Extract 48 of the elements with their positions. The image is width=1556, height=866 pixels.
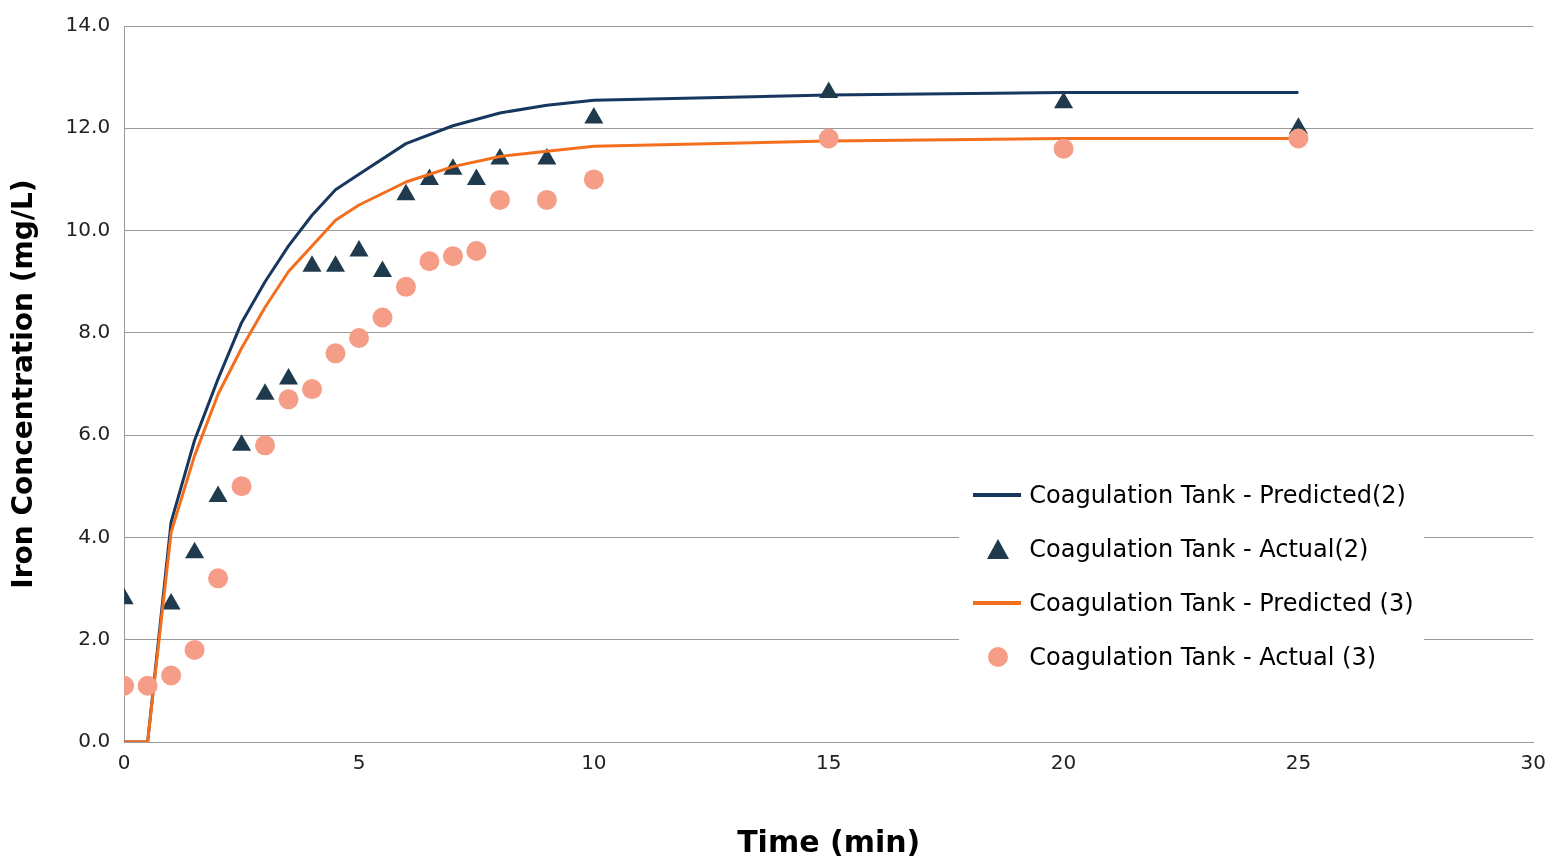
y-tick-label: 4.0 <box>78 523 111 548</box>
y-axis-title: Iron Concentration (mg/L) <box>6 179 40 589</box>
point <box>161 665 182 686</box>
x-tick-label: 10 <box>581 750 607 775</box>
point <box>255 435 276 456</box>
point <box>819 81 839 98</box>
point <box>372 307 393 328</box>
x-tick-label: 30 <box>1520 750 1546 775</box>
point <box>232 434 252 451</box>
y-tick-label: 0.0 <box>78 728 111 753</box>
point <box>536 189 557 210</box>
x-axis-title: Time (min) <box>737 823 921 859</box>
point <box>466 168 486 185</box>
point <box>349 240 369 257</box>
point <box>325 343 346 364</box>
x-tick-label: 25 <box>1285 750 1312 775</box>
point <box>372 260 392 277</box>
point <box>302 255 322 272</box>
y-tick-label: 2.0 <box>78 625 111 650</box>
point <box>1054 91 1074 109</box>
y-tick-label: 8.0 <box>78 319 111 344</box>
legend-label: Coagulation Tank - Predicted(2) <box>1029 481 1406 509</box>
point <box>208 485 228 503</box>
point <box>395 276 416 297</box>
y-tick-label: 14.0 <box>65 12 111 37</box>
legend-label: Coagulation Tank - Actual (3) <box>1029 643 1377 671</box>
point <box>279 367 299 385</box>
point <box>231 476 252 497</box>
x-tick-label: 15 <box>815 750 842 775</box>
x-tick-label: 0 <box>117 750 131 775</box>
point <box>325 255 346 272</box>
point <box>302 379 323 400</box>
point <box>208 568 229 589</box>
point <box>184 639 205 660</box>
legend-label: Coagulation Tank - Predicted (3) <box>1029 589 1414 617</box>
point <box>584 107 604 124</box>
x-tick-label: 5 <box>352 750 366 775</box>
point <box>489 189 510 210</box>
legend-label: Coagulation Tank - Actual(2) <box>1029 535 1369 563</box>
point <box>137 675 158 696</box>
y-tick-label: 12.0 <box>65 114 111 139</box>
point <box>255 383 275 400</box>
y-tick-label: 10.0 <box>65 216 111 241</box>
point <box>348 327 369 348</box>
x-tick-label: 20 <box>1050 750 1077 775</box>
y-tick-label: 6.0 <box>78 421 111 446</box>
point <box>278 389 299 410</box>
point <box>396 183 416 201</box>
